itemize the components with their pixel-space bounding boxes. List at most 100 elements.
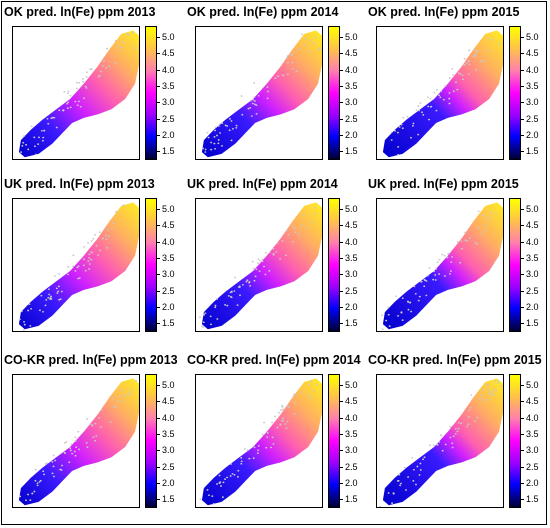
- colorbar-tick-label: 4.5: [340, 397, 358, 406]
- colorbar-tick-label: 2.5: [340, 114, 358, 124]
- sample-point: [291, 225, 294, 228]
- colorbar: [328, 374, 340, 508]
- map-panel: CO-KR pred. ln(Fe) ppm 2014 5.0 4.5 4.0 3.5 3…: [187, 352, 367, 528]
- sample-point: [101, 237, 104, 240]
- panel-title: UK pred. ln(Fe) ppm 2015: [368, 177, 519, 191]
- sample-point: [252, 267, 255, 270]
- sample-point: [268, 270, 271, 272]
- sample-point: [224, 124, 227, 127]
- study-area: [201, 30, 322, 158]
- sample-point: [210, 141, 213, 144]
- sample-point: [39, 479, 42, 482]
- sample-point: [381, 328, 384, 331]
- sample-point: [221, 145, 223, 147]
- sample-point: [421, 111, 423, 114]
- sample-point: [465, 61, 468, 64]
- colorbar-tick-label: 4.5: [157, 397, 175, 406]
- colorbar-tick-label: 1.5: [521, 147, 539, 156]
- sample-point: [126, 33, 128, 35]
- colorbar-tick-label: 4.5: [521, 397, 539, 406]
- colorbar-ticks: 5.0 4.5 4.0 3.5 3.0 2.5 2.0 1.5: [521, 374, 550, 508]
- colorbar-tick-label: 3.0: [521, 270, 539, 279]
- sample-point: [120, 46, 123, 49]
- sample-point: [120, 399, 123, 402]
- colorbar-tick-label: 1.5: [157, 319, 175, 328]
- sample-point: [36, 482, 39, 485]
- sample-point: [100, 409, 103, 411]
- sample-point: [273, 415, 276, 418]
- colorbar-tick-label: 3.5: [157, 254, 175, 263]
- sample-point: [35, 153, 38, 156]
- sample-point: [249, 106, 252, 109]
- colorbar-ticks: 5.0 4.5 4.0 3.5 3.0 2.5 2.0 1.5: [340, 198, 370, 332]
- sample-point: [18, 318, 21, 321]
- sample-point: [57, 290, 60, 293]
- sample-point: [206, 131, 209, 134]
- colorbar-tick-label: 5.0: [340, 32, 358, 42]
- sample-point: [460, 240, 463, 243]
- sample-point: [54, 459, 57, 462]
- sample-point: [412, 468, 415, 471]
- sample-point: [63, 90, 66, 93]
- colorbar-tick-label: 2.5: [157, 114, 175, 124]
- colorbar-tick-label: 5.0: [157, 380, 175, 390]
- sample-point: [267, 90, 270, 93]
- colorbar-tick-label: 5.0: [340, 204, 358, 214]
- sample-point: [495, 389, 498, 392]
- sample-point: [23, 323, 26, 326]
- sample-point: [91, 424, 94, 427]
- sample-point: [246, 279, 249, 282]
- sample-point: [265, 446, 268, 449]
- sample-point: [313, 212, 316, 215]
- sample-point: [131, 44, 134, 47]
- sample-point: [105, 238, 108, 240]
- sample-point: [29, 499, 32, 501]
- sample-point: [300, 391, 303, 394]
- sample-point: [410, 136, 413, 139]
- sample-point: [112, 222, 115, 224]
- sample-point: [97, 254, 100, 256]
- sample-point: [387, 306, 390, 309]
- sample-point: [440, 90, 442, 93]
- sample-point: [294, 227, 297, 230]
- sample-point: [61, 464, 64, 467]
- map-panel: OK pred. ln(Fe) ppm 2015 5.0 4.5 4.0 3.5 3.0 2…: [368, 4, 548, 180]
- sample-point: [257, 449, 260, 452]
- sample-point: [84, 85, 87, 88]
- colorbar-ticks: 5.0 4.5 4.0 3.5 3.0 2.5 2.0 1.5: [521, 198, 550, 332]
- colorbar-tick-label: 2.5: [340, 462, 358, 472]
- sample-point: [484, 215, 487, 217]
- sample-point: [309, 39, 312, 42]
- sample-point: [456, 88, 459, 91]
- sample-point: [224, 304, 227, 306]
- sample-point: [285, 427, 288, 429]
- map-svg: [18, 202, 139, 331]
- sample-point: [113, 406, 116, 408]
- sample-point: [288, 406, 291, 408]
- sample-point: [483, 229, 486, 232]
- sample-point: [216, 318, 219, 320]
- sample-point: [204, 151, 207, 153]
- sample-point: [487, 392, 490, 395]
- sample-point: [95, 244, 98, 247]
- sample-point: [22, 141, 25, 144]
- sample-point: [45, 299, 48, 301]
- study-area: [201, 378, 322, 506]
- study-area: [201, 202, 322, 330]
- sample-point: [381, 314, 384, 316]
- sample-point: [82, 264, 85, 267]
- colorbar-tick-label: 3.5: [340, 82, 358, 91]
- sample-point: [457, 421, 460, 424]
- sample-point: [441, 253, 444, 256]
- sample-point: [467, 416, 470, 418]
- sample-point: [475, 69, 478, 71]
- panel-title: OK pred. ln(Fe) ppm 2013: [4, 5, 156, 19]
- sample-point: [319, 47, 322, 50]
- colorbar-tick-label: 2.0: [157, 303, 175, 312]
- sample-point: [109, 421, 112, 423]
- sample-point: [42, 136, 45, 139]
- sample-point: [209, 315, 212, 318]
- sample-point: [284, 254, 287, 257]
- sample-point: [43, 473, 46, 476]
- sample-point: [94, 439, 97, 442]
